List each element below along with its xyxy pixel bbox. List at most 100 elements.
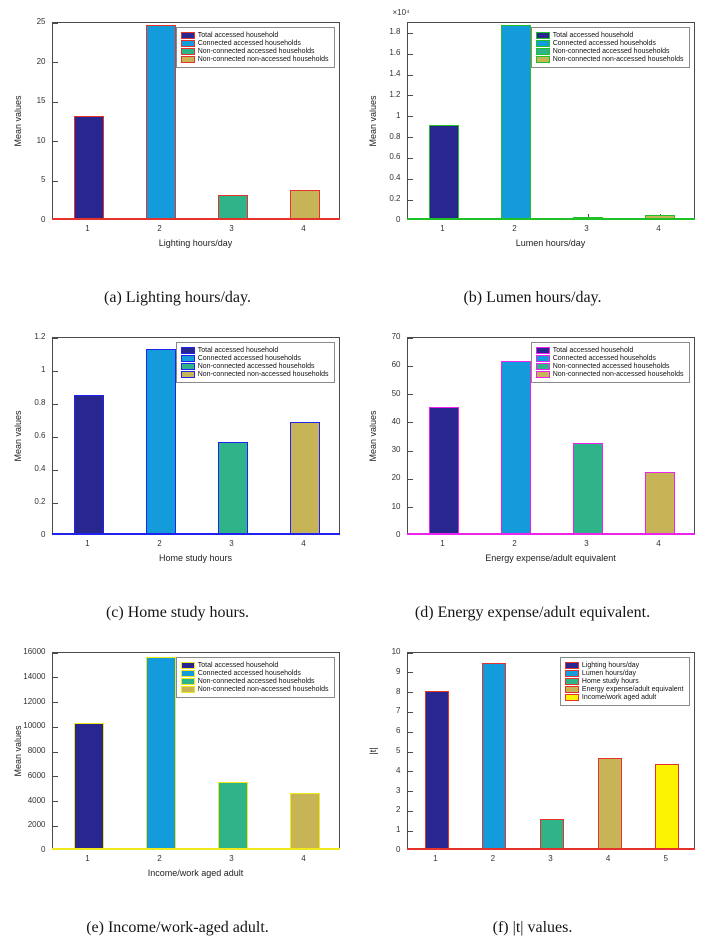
legend-item-label: Non-connected accessed households: [197, 678, 315, 685]
legend-item: Total accessed household: [535, 347, 684, 354]
y-tick-label: 7: [396, 706, 401, 716]
legend-item: Connected accessed households: [535, 355, 684, 362]
y-tick-mark: [407, 365, 413, 367]
y-tick-label: 1: [41, 365, 46, 374]
x-tick-label: 4: [301, 854, 306, 863]
y-tick-label: 30: [391, 445, 401, 455]
y-tick-label: 14000: [23, 671, 46, 681]
y-tick-mark: [407, 751, 413, 753]
chart-energy-expense: Total accessed household Connected access…: [363, 323, 703, 575]
legend-item-label: Non-connected non-accessed households: [552, 371, 684, 378]
y-tick-label: 5: [41, 175, 46, 185]
legend-swatch: [180, 670, 195, 677]
y-tick-mark: [52, 180, 58, 182]
y-tick-label: 25: [36, 17, 46, 26]
y-tick-label: 6: [396, 726, 401, 736]
legend-swatch: [180, 347, 195, 354]
legend: Total accessed household Connected access…: [530, 27, 690, 68]
y-tick-mark: [52, 436, 58, 438]
x-tick-label: 3: [584, 539, 589, 548]
bar: [481, 663, 506, 849]
caption-b: (b) Lumen hours/day.: [463, 289, 602, 306]
x-axis-label: Lumen hours/day: [515, 238, 586, 248]
legend: Total accessed household Connected access…: [175, 342, 335, 383]
legend: Total accessed household Connected access…: [175, 657, 335, 698]
y-tick-label: 0.8: [34, 398, 46, 407]
y-tick-mark: [407, 507, 413, 509]
y-tick-label: 0.4: [34, 464, 46, 473]
bar: [500, 361, 531, 534]
bar: [145, 657, 176, 849]
y-tick-mark: [407, 422, 413, 424]
figure-grid: Total accessed household Connected access…: [0, 8, 710, 937]
legend-swatch: [564, 694, 579, 701]
legend-item-label: Total accessed household: [552, 32, 634, 39]
legend-item-label: Total accessed household: [197, 662, 279, 669]
legend-item: Total accessed household: [180, 32, 329, 39]
legend-swatch: [180, 678, 195, 685]
plot-area: Total accessed household Connected access…: [406, 22, 695, 220]
legend-item: Connected accessed households: [180, 670, 329, 677]
bar: [217, 195, 248, 219]
y-tick-label: 0.8: [389, 131, 401, 141]
x-tick-label: 1: [85, 539, 90, 548]
bar: [500, 25, 531, 219]
y-tick-mark: [52, 403, 58, 405]
y-tick-mark: [407, 830, 413, 832]
legend-item-label: Total accessed household: [197, 347, 279, 354]
chart-lumen-hours-day: Total accessed household Connected access…: [363, 8, 703, 260]
x-tick-label: 4: [301, 539, 306, 548]
y-tick-label: 10000: [23, 721, 46, 731]
x-tick-label: 1: [85, 224, 90, 233]
legend-item-label: Energy expense/adult equivalent: [581, 686, 684, 693]
legend-item-label: Non-connected non-accessed households: [197, 56, 329, 63]
bar: [289, 793, 320, 849]
y-tick-mark: [52, 726, 58, 728]
y-tick-label: 12000: [23, 696, 46, 706]
legend: Lighting hours/day Lumen hours/day Home st…: [559, 657, 690, 706]
figure-cell-d: Total accessed household Connected access…: [355, 323, 710, 622]
legend-item: Non-connected accessed households: [180, 48, 329, 55]
legend-item-label: Lumen hours/day: [581, 670, 637, 677]
legend-swatch: [535, 347, 550, 354]
legend-item-label: Connected accessed households: [197, 355, 301, 362]
plot-area: Total accessed household Connected access…: [51, 22, 340, 220]
bar: [539, 819, 564, 849]
bar: [654, 764, 679, 849]
bar: [145, 349, 176, 534]
y-tick-mark: [52, 652, 58, 654]
y-tick-label: 9: [396, 666, 401, 676]
chart-home-study-hours: Total accessed household Connected access…: [8, 323, 348, 575]
legend-item-label: Non-connected non-accessed households: [197, 371, 329, 378]
legend-item: Total accessed household: [180, 347, 329, 354]
y-tick-mark: [407, 672, 413, 674]
legend-item: Energy expense/adult equivalent: [564, 686, 684, 693]
legend-item: Non-connected non-accessed households: [535, 56, 684, 63]
caption-a: (a) Lighting hours/day.: [104, 289, 251, 306]
x-axis-line: [406, 533, 695, 535]
x-axis-line: [51, 533, 340, 535]
bar: [217, 782, 248, 849]
x-tick-label: 2: [512, 539, 517, 548]
bar: [424, 691, 449, 849]
bar: [289, 422, 320, 534]
legend-item: Total accessed household: [535, 32, 684, 39]
y-tick-mark: [407, 652, 413, 654]
figure-cell-b: Total accessed household Connected access…: [355, 8, 710, 307]
y-tick-mark: [407, 116, 413, 118]
y-tick-label: 0.2: [34, 497, 46, 506]
y-tick-label: 4: [396, 765, 401, 775]
y-tick-mark: [52, 101, 58, 103]
y-tick-label: 4000: [27, 795, 46, 805]
legend-item-label: Total accessed household: [552, 347, 634, 354]
legend-item-label: Total accessed household: [197, 32, 279, 39]
legend-swatch: [180, 56, 195, 63]
chart-lighting-hours-day: Total accessed household Connected access…: [8, 8, 348, 260]
legend-swatch: [535, 56, 550, 63]
figure-cell-e: Total accessed household Connected access…: [0, 638, 355, 937]
y-tick-label: 0: [396, 530, 401, 539]
y-tick-mark: [407, 810, 413, 812]
y-axis-label: Mean values: [12, 410, 23, 462]
x-tick-label: 3: [548, 854, 553, 863]
